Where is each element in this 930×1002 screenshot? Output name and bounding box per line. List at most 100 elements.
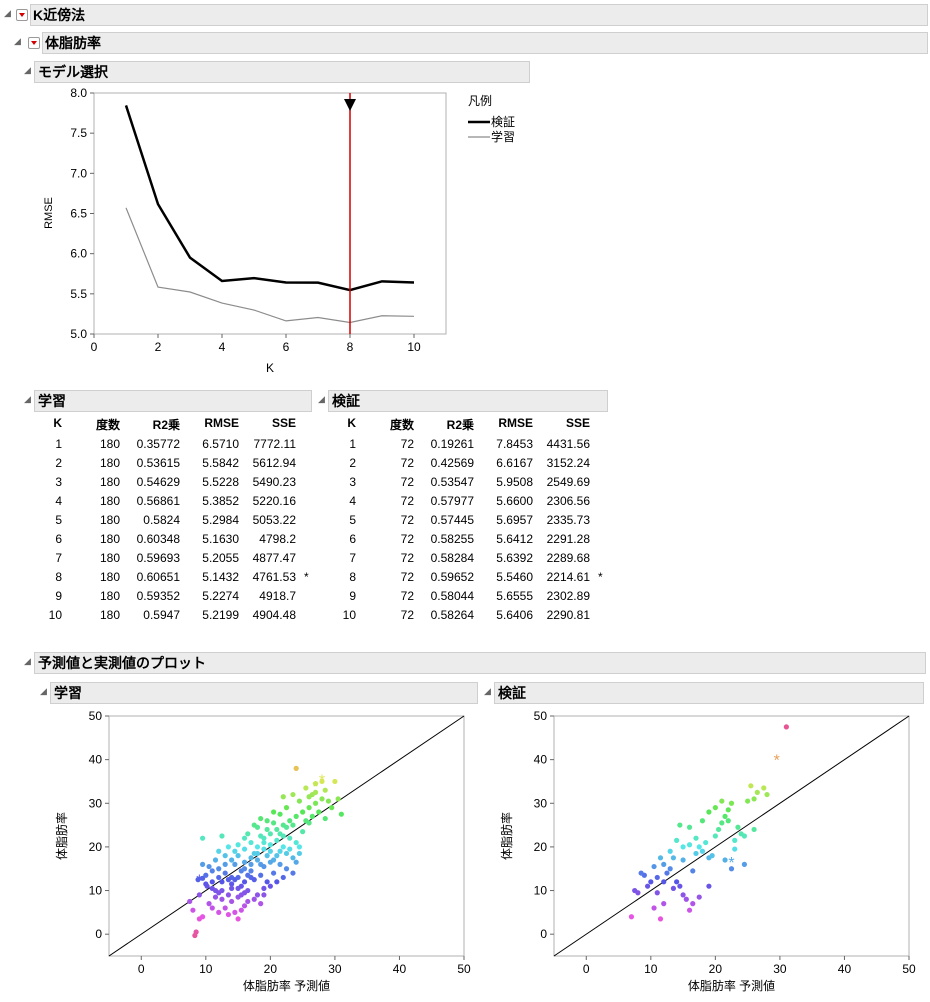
table-cell: 0.53547 — [430, 475, 474, 489]
red-triangle-menu-icon[interactable] — [16, 9, 28, 21]
table-cell: 6.6167 — [496, 456, 533, 470]
data-point — [290, 791, 296, 798]
data-point — [638, 870, 644, 876]
data-point — [306, 820, 312, 826]
data-point — [693, 835, 699, 841]
data-point — [235, 885, 241, 891]
sub-title: 体脂肪率 — [45, 35, 101, 51]
x-tick-label: 10 — [407, 340, 421, 354]
y-tick-label: 6.5 — [70, 207, 87, 221]
data-point — [651, 905, 657, 911]
data-point — [303, 785, 309, 791]
disclosure-icon[interactable]: ◢ — [4, 8, 11, 18]
table-cell: 7 — [55, 551, 62, 565]
data-point — [254, 857, 261, 863]
data-point — [261, 835, 267, 841]
valid-plot-title: 検証 — [498, 685, 526, 701]
data-point — [222, 905, 228, 911]
data-point — [235, 874, 241, 881]
data-point — [686, 842, 693, 848]
data-point — [203, 872, 209, 878]
data-point — [274, 837, 280, 843]
data-point — [219, 887, 225, 894]
data-point — [261, 885, 267, 891]
data-point — [635, 890, 641, 896]
y-tick-label: 8.0 — [70, 86, 87, 100]
x-tick-label: 2 — [155, 340, 162, 354]
table-cell: 180 — [99, 551, 120, 565]
data-point — [661, 901, 667, 907]
data-point — [283, 824, 290, 830]
selected-k-handle-icon[interactable] — [344, 99, 356, 111]
y-tick-label: 5.0 — [70, 327, 87, 341]
data-point — [719, 798, 725, 804]
data-point — [690, 868, 696, 874]
table-cell: 180 — [99, 494, 120, 508]
data-point — [667, 848, 673, 854]
data-point — [229, 857, 235, 863]
data-point — [674, 837, 680, 843]
data-point — [277, 831, 283, 837]
disclosure-icon[interactable]: ◢ — [318, 394, 325, 404]
disclosure-icon[interactable]: ◢ — [24, 394, 31, 404]
validation-series-line — [124, 105, 415, 292]
rmse-chart: 5.05.56.06.57.07.58.0 0 2 4 6 8 10 K RMSE 凡例 … — [43, 86, 515, 375]
data-point — [261, 846, 267, 852]
data-point — [209, 885, 215, 891]
disclosure-icon[interactable]: ◢ — [24, 656, 31, 666]
y-tick-label: 6.0 — [70, 247, 87, 261]
data-point — [745, 798, 751, 804]
y-tick-label: 30 — [89, 796, 103, 810]
data-point — [290, 822, 296, 828]
table-cell: 5.6406 — [496, 608, 533, 622]
data-point — [261, 863, 267, 870]
highlighted-point: * — [319, 772, 325, 789]
data-point — [735, 824, 741, 830]
data-point — [270, 870, 277, 876]
data-point — [751, 826, 757, 833]
highlighted-point: * — [728, 855, 734, 872]
data-point — [312, 789, 319, 795]
data-point — [322, 815, 328, 822]
data-point — [628, 914, 635, 920]
table-cell: 1 — [349, 437, 356, 451]
y-tick-label: 40 — [534, 753, 548, 767]
plot-frame — [108, 715, 465, 957]
disclosure-icon[interactable]: ◢ — [24, 65, 31, 75]
data-point — [712, 805, 718, 811]
data-point — [751, 796, 757, 802]
data-point — [196, 892, 202, 898]
disclosure-icon[interactable]: ◢ — [14, 36, 21, 46]
table-cell: 0.59352 — [136, 589, 180, 603]
data-point — [699, 848, 706, 854]
disclosure-icon[interactable]: ◢ — [484, 686, 491, 696]
data-point — [238, 892, 244, 898]
y-tick-label: 10 — [89, 884, 103, 898]
table-cell: 5.5842 — [202, 456, 239, 470]
disclosure-icon[interactable]: ◢ — [40, 686, 47, 696]
data-point — [728, 800, 735, 806]
data-point — [309, 791, 315, 798]
table-cell: 4904.48 — [252, 608, 296, 622]
table-cell: 4 — [349, 494, 356, 508]
valid-plot-header: 検証 — [494, 682, 924, 704]
data-point — [715, 826, 722, 833]
table-cell: 0.60651 — [136, 570, 180, 584]
data-point — [219, 879, 225, 885]
column-header: R2乗 — [446, 418, 474, 432]
red-triangle-menu-icon[interactable] — [28, 37, 40, 49]
table-cell: 5.6555 — [496, 589, 533, 603]
table-cell: 2291.28 — [546, 532, 590, 546]
y-tick-label: 30 — [534, 796, 548, 810]
data-point — [251, 877, 257, 883]
table-cell: 5.5228 — [202, 475, 239, 489]
data-point — [235, 916, 241, 922]
table-cell: 0.57445 — [430, 513, 474, 527]
table-cell: 5 — [55, 513, 62, 527]
data-point — [686, 824, 693, 830]
table-cell: 0.58044 — [430, 589, 474, 603]
best-model-marker: * — [304, 570, 309, 584]
table-cell: 2335.73 — [546, 513, 590, 527]
table-cell: 180 — [99, 513, 120, 527]
data-point — [306, 805, 312, 811]
